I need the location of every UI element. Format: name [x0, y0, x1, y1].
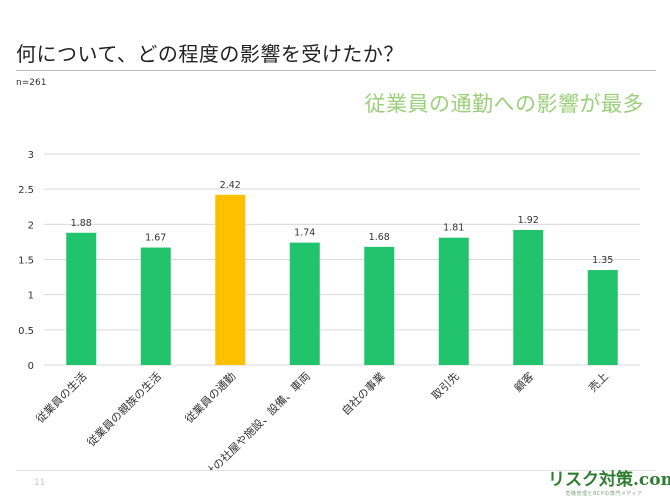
headline-callout: 従業員の通勤への影響が最多 — [364, 92, 644, 116]
logo-tagline: 危機管理とBCPの専門メディア — [565, 491, 643, 497]
bar — [140, 247, 171, 365]
bars — [66, 194, 618, 365]
bar — [364, 246, 395, 365]
bar — [587, 270, 618, 365]
y-tick-label: 1 — [28, 291, 34, 302]
bar — [513, 229, 544, 365]
x-tick-label: 取引先 — [429, 369, 462, 402]
y-tick-label: 3 — [28, 150, 34, 161]
page-number: 11 — [34, 478, 46, 488]
data-label: 2.42 — [220, 180, 241, 191]
x-tick-label: 自社の事業 — [339, 369, 388, 418]
y-axis-ticks: 0 0.5 1 1.5 2 2.5 3 — [18, 150, 34, 372]
footer-divider — [16, 470, 656, 471]
data-label: 1.35 — [592, 255, 613, 266]
x-tick-label: 自社の社屋や施設、設備、車両 — [194, 369, 313, 470]
bar-chart: 00.511.522.53 1.881.672.421.74 1.681.811.… — [18, 150, 640, 470]
x-tick-label: 従業員の親族の生活 — [84, 369, 164, 449]
data-label: 1.74 — [294, 228, 315, 239]
x-tick-label: 従業員の生活 — [33, 369, 90, 426]
data-label: 1.67 — [145, 233, 166, 244]
y-tick-label: 2 — [28, 220, 34, 231]
logo-wordmark: リスク対策.com — [548, 470, 670, 490]
gridlines — [44, 153, 640, 366]
y-tick-label: 2.5 — [18, 185, 34, 196]
x-tick-label: 売上 — [586, 370, 611, 395]
y-tick-label: 0 — [28, 361, 34, 372]
data-label: 1.88 — [71, 218, 92, 229]
data-labels: 1.88 1.67 2.42 1.74 1.68 1.81 1.92 1.35 — [71, 180, 614, 266]
site-logo[interactable]: リスク対策.com 危機管理とBCPの専門メディア — [548, 470, 670, 497]
slide-title: 何について、どの程度の影響を受けたか？ — [16, 42, 404, 66]
x-tick-label: 従業員の通勤 — [183, 370, 239, 426]
bar — [289, 242, 320, 365]
data-label: 1.92 — [518, 215, 539, 226]
x-tick-label: 顧客 — [511, 369, 536, 394]
y-tick-label: 0.5 — [18, 326, 34, 337]
data-label: 1.81 — [443, 223, 464, 234]
sample-size-note: n=261 — [16, 78, 47, 88]
bar — [66, 232, 97, 365]
bar — [215, 194, 246, 365]
data-label: 1.68 — [369, 232, 390, 243]
title-divider — [16, 70, 656, 71]
y-tick-label: 1.5 — [18, 256, 34, 267]
bar — [438, 237, 469, 365]
